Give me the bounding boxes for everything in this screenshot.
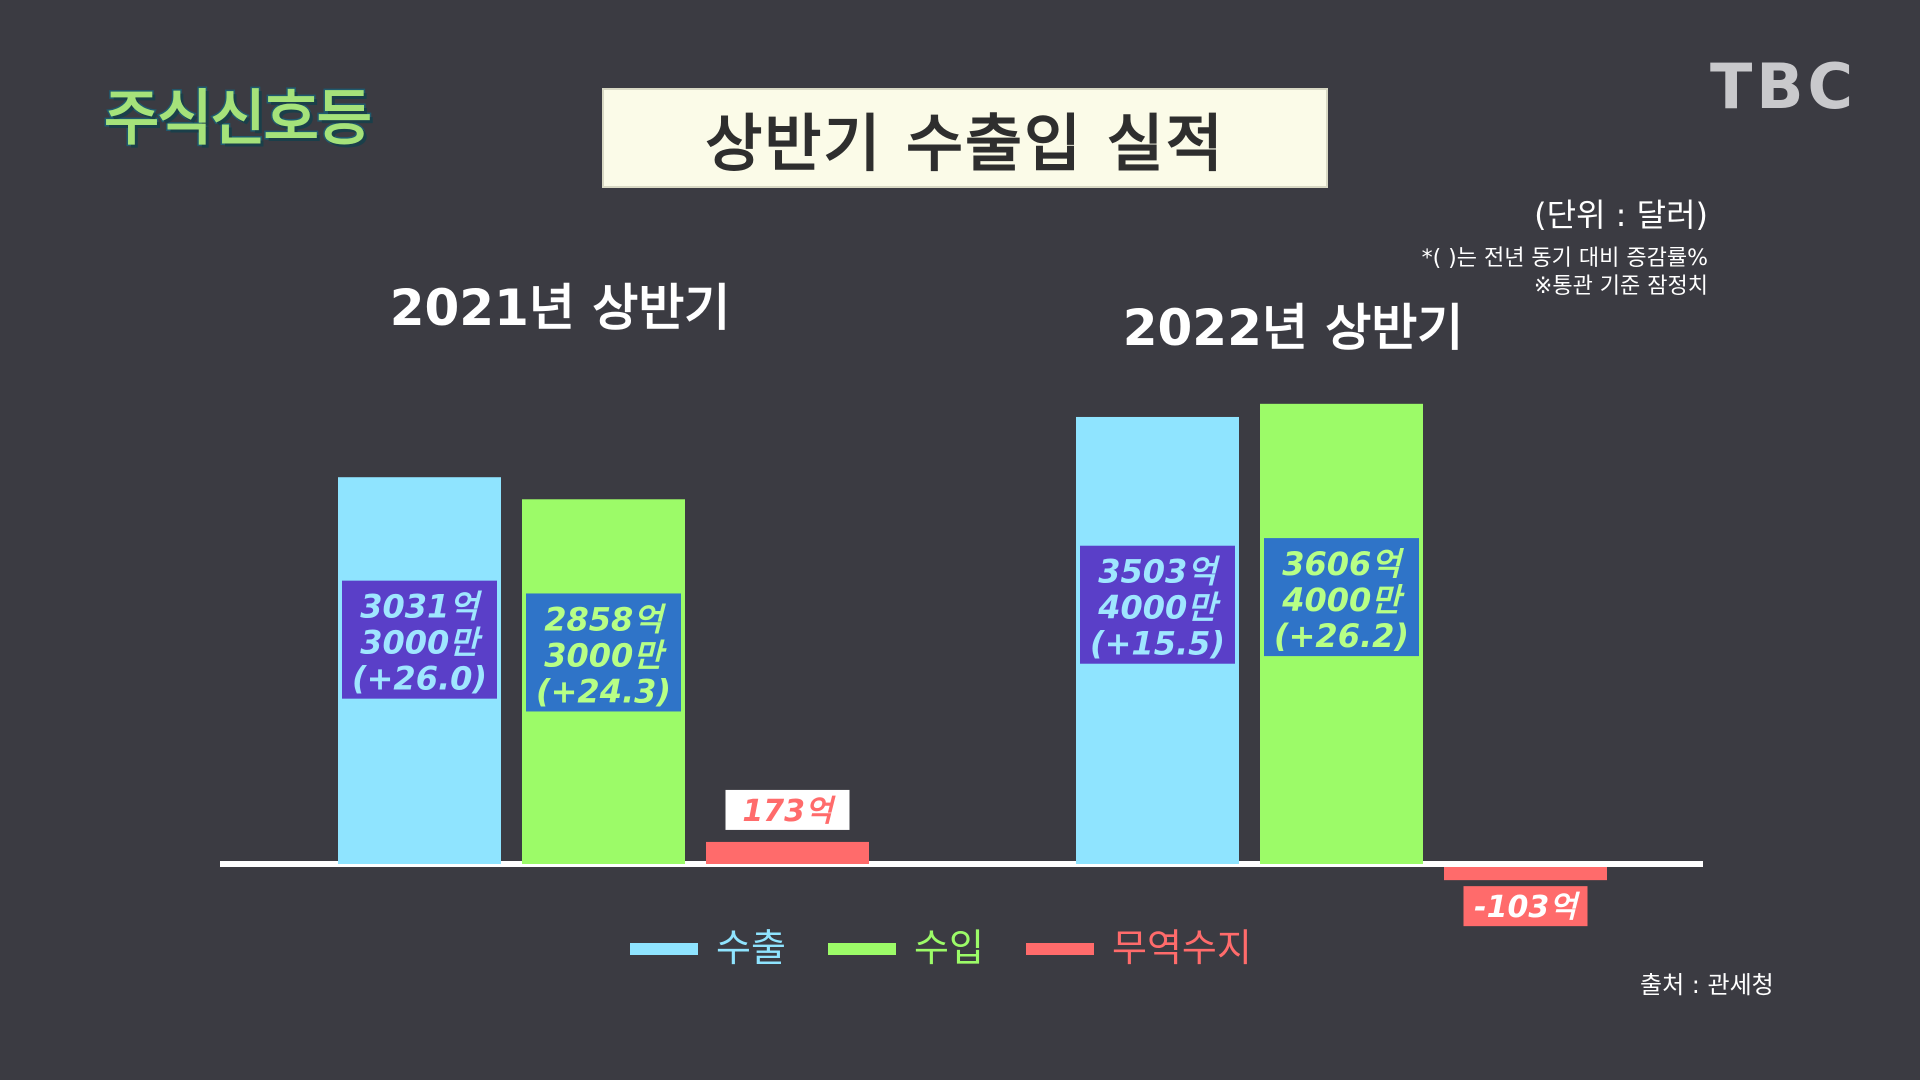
data-label: (+15.5) (1090, 625, 1225, 663)
data-label: 3000만 (360, 624, 483, 662)
data-label-box (725, 789, 850, 830)
bar-balance (706, 841, 869, 864)
category-label: 2022년 상반기 (1123, 299, 1464, 357)
data-label: 3000만 (544, 636, 667, 674)
legend-label: 수입 (914, 926, 984, 970)
unit-label: (단위 : 달러) (1534, 196, 1708, 234)
growth-rate-note: *( )는 전년 동기 대비 증감률% (1421, 246, 1708, 271)
data-label: 173억 (742, 794, 836, 829)
category-label: 2021년 상반기 (390, 279, 731, 337)
data-label: (+26.2) (1274, 617, 1409, 655)
legend-swatch (1026, 943, 1094, 955)
data-label: 4000만 (1097, 589, 1221, 627)
data-label-box (1080, 545, 1235, 664)
broadcaster-logo: TBC (1710, 50, 1858, 123)
data-label: 4000만 (1281, 581, 1405, 619)
data-label-box (1264, 538, 1419, 657)
data-label: -103억 (1474, 890, 1580, 925)
bar-balance (1444, 867, 1607, 881)
source-label: 출처 : 관세청 (1640, 971, 1774, 999)
data-label: 2858억 (544, 600, 666, 638)
legend-swatch (630, 943, 698, 955)
data-label-box (526, 593, 681, 712)
legend-swatch (828, 943, 896, 955)
legend-label: 무역수지 (1112, 926, 1252, 970)
data-label-box (342, 580, 497, 699)
chart-title: 상반기 수출입 실적 (705, 107, 1225, 180)
data-label: 3606억 (1282, 545, 1404, 583)
data-label: (+26.0) (352, 660, 487, 698)
provisional-note: ※통관 기준 잠정치 (1533, 274, 1708, 299)
legend-label: 수출 (716, 926, 786, 970)
program-logo: 주식신호등 (103, 83, 374, 156)
title-box: 상반기 수출입 실적 (604, 90, 1326, 186)
data-label: (+24.3) (536, 672, 671, 710)
data-label: 3031억 (360, 588, 482, 626)
data-label: 3503억 (1098, 553, 1220, 591)
data-label-box (1463, 886, 1588, 927)
